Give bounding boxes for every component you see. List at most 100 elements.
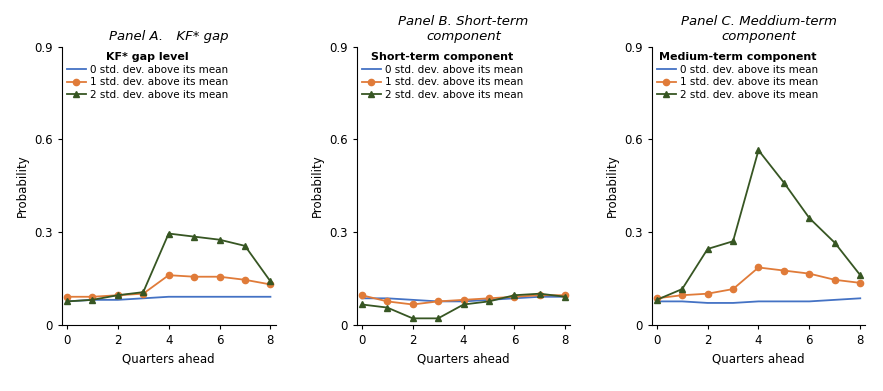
2 std. dev. above its mean bbox=[855, 273, 865, 278]
1 std. dev. above its mean bbox=[484, 296, 494, 301]
2 std. dev. above its mean bbox=[62, 299, 72, 304]
Legend: 0 std. dev. above its mean, 1 std. dev. above its mean, 2 std. dev. above its me: 0 std. dev. above its mean, 1 std. dev. … bbox=[65, 50, 230, 102]
2 std. dev. above its mean bbox=[433, 316, 443, 321]
0 std. dev. above its mean bbox=[484, 298, 494, 302]
1 std. dev. above its mean bbox=[189, 274, 200, 279]
0 std. dev. above its mean bbox=[62, 299, 72, 304]
X-axis label: Quarters ahead: Quarters ahead bbox=[123, 352, 215, 365]
0 std. dev. above its mean bbox=[357, 296, 367, 301]
0 std. dev. above its mean bbox=[433, 299, 443, 304]
1 std. dev. above its mean bbox=[265, 282, 275, 287]
0 std. dev. above its mean bbox=[728, 301, 738, 305]
X-axis label: Quarters ahead: Quarters ahead bbox=[713, 352, 804, 365]
0 std. dev. above its mean bbox=[829, 298, 840, 302]
0 std. dev. above its mean bbox=[652, 299, 662, 304]
0 std. dev. above its mean bbox=[138, 296, 148, 301]
1 std. dev. above its mean bbox=[779, 268, 789, 273]
Y-axis label: Probability: Probability bbox=[16, 154, 28, 217]
Line: 0 std. dev. above its mean: 0 std. dev. above its mean bbox=[67, 297, 270, 301]
1 std. dev. above its mean bbox=[804, 271, 815, 276]
Line: 1 std. dev. above its mean: 1 std. dev. above its mean bbox=[64, 272, 274, 300]
2 std. dev. above its mean bbox=[265, 279, 275, 284]
X-axis label: Quarters ahead: Quarters ahead bbox=[418, 352, 509, 365]
2 std. dev. above its mean bbox=[560, 294, 570, 299]
0 std. dev. above its mean bbox=[112, 298, 123, 302]
Title: Panel A. KF* gap: Panel A. KF* gap bbox=[109, 30, 229, 43]
2 std. dev. above its mean bbox=[509, 293, 520, 298]
Line: 2 std. dev. above its mean: 2 std. dev. above its mean bbox=[653, 147, 864, 303]
2 std. dev. above its mean bbox=[829, 240, 840, 245]
1 std. dev. above its mean bbox=[62, 294, 72, 299]
1 std. dev. above its mean bbox=[112, 293, 123, 298]
2 std. dev. above its mean bbox=[215, 237, 225, 242]
1 std. dev. above its mean bbox=[509, 294, 520, 299]
1 std. dev. above its mean bbox=[215, 274, 225, 279]
2 std. dev. above its mean bbox=[652, 298, 662, 302]
1 std. dev. above its mean bbox=[753, 265, 764, 270]
2 std. dev. above its mean bbox=[407, 316, 418, 321]
2 std. dev. above its mean bbox=[189, 234, 200, 239]
1 std. dev. above its mean bbox=[138, 291, 148, 296]
1 std. dev. above its mean bbox=[829, 278, 840, 282]
Line: 0 std. dev. above its mean: 0 std. dev. above its mean bbox=[362, 297, 565, 301]
0 std. dev. above its mean bbox=[239, 294, 250, 299]
2 std. dev. above its mean bbox=[458, 302, 469, 307]
2 std. dev. above its mean bbox=[357, 302, 367, 307]
1 std. dev. above its mean bbox=[702, 291, 713, 296]
2 std. dev. above its mean bbox=[484, 299, 494, 304]
1 std. dev. above its mean bbox=[560, 293, 570, 298]
0 std. dev. above its mean bbox=[753, 299, 764, 304]
1 std. dev. above its mean bbox=[357, 293, 367, 298]
Y-axis label: Probability: Probability bbox=[311, 154, 323, 217]
Line: 1 std. dev. above its mean: 1 std. dev. above its mean bbox=[358, 292, 569, 308]
0 std. dev. above its mean bbox=[702, 301, 713, 305]
0 std. dev. above its mean bbox=[509, 296, 520, 301]
1 std. dev. above its mean bbox=[87, 294, 98, 299]
1 std. dev. above its mean bbox=[855, 281, 865, 285]
0 std. dev. above its mean bbox=[779, 299, 789, 304]
2 std. dev. above its mean bbox=[112, 293, 123, 298]
0 std. dev. above its mean bbox=[560, 294, 570, 299]
0 std. dev. above its mean bbox=[458, 299, 469, 304]
1 std. dev. above its mean bbox=[652, 296, 662, 301]
2 std. dev. above its mean bbox=[163, 231, 174, 236]
1 std. dev. above its mean bbox=[382, 299, 393, 304]
Line: 1 std. dev. above its mean: 1 std. dev. above its mean bbox=[653, 264, 864, 301]
2 std. dev. above its mean bbox=[728, 239, 738, 244]
Line: 2 std. dev. above its mean: 2 std. dev. above its mean bbox=[64, 230, 274, 305]
2 std. dev. above its mean bbox=[138, 290, 148, 294]
1 std. dev. above its mean bbox=[534, 293, 545, 298]
2 std. dev. above its mean bbox=[239, 244, 250, 248]
0 std. dev. above its mean bbox=[265, 294, 275, 299]
Line: 0 std. dev. above its mean: 0 std. dev. above its mean bbox=[657, 298, 860, 303]
1 std. dev. above its mean bbox=[163, 273, 174, 278]
2 std. dev. above its mean bbox=[779, 180, 789, 185]
Legend: 0 std. dev. above its mean, 1 std. dev. above its mean, 2 std. dev. above its me: 0 std. dev. above its mean, 1 std. dev. … bbox=[655, 50, 820, 102]
Y-axis label: Probability: Probability bbox=[606, 154, 618, 217]
2 std. dev. above its mean bbox=[804, 216, 815, 221]
2 std. dev. above its mean bbox=[382, 305, 393, 310]
1 std. dev. above its mean bbox=[677, 293, 688, 298]
0 std. dev. above its mean bbox=[804, 299, 815, 304]
Title: Panel B. Short-term
component: Panel B. Short-term component bbox=[398, 15, 529, 43]
1 std. dev. above its mean bbox=[728, 287, 738, 291]
Legend: 0 std. dev. above its mean, 1 std. dev. above its mean, 2 std. dev. above its me: 0 std. dev. above its mean, 1 std. dev. … bbox=[360, 50, 525, 102]
1 std. dev. above its mean bbox=[407, 302, 418, 307]
2 std. dev. above its mean bbox=[534, 291, 545, 296]
1 std. dev. above its mean bbox=[239, 278, 250, 282]
0 std. dev. above its mean bbox=[382, 296, 393, 301]
Line: 2 std. dev. above its mean: 2 std. dev. above its mean bbox=[358, 291, 569, 321]
1 std. dev. above its mean bbox=[458, 298, 469, 302]
2 std. dev. above its mean bbox=[677, 287, 688, 291]
0 std. dev. above its mean bbox=[163, 294, 174, 299]
2 std. dev. above its mean bbox=[87, 298, 98, 302]
0 std. dev. above its mean bbox=[189, 294, 200, 299]
0 std. dev. above its mean bbox=[677, 299, 688, 304]
1 std. dev. above its mean bbox=[433, 299, 443, 304]
0 std. dev. above its mean bbox=[534, 294, 545, 299]
0 std. dev. above its mean bbox=[87, 298, 98, 302]
2 std. dev. above its mean bbox=[753, 148, 764, 152]
0 std. dev. above its mean bbox=[855, 296, 865, 301]
Title: Panel C. Meddium-term
component: Panel C. Meddium-term component bbox=[681, 15, 836, 43]
2 std. dev. above its mean bbox=[702, 247, 713, 251]
